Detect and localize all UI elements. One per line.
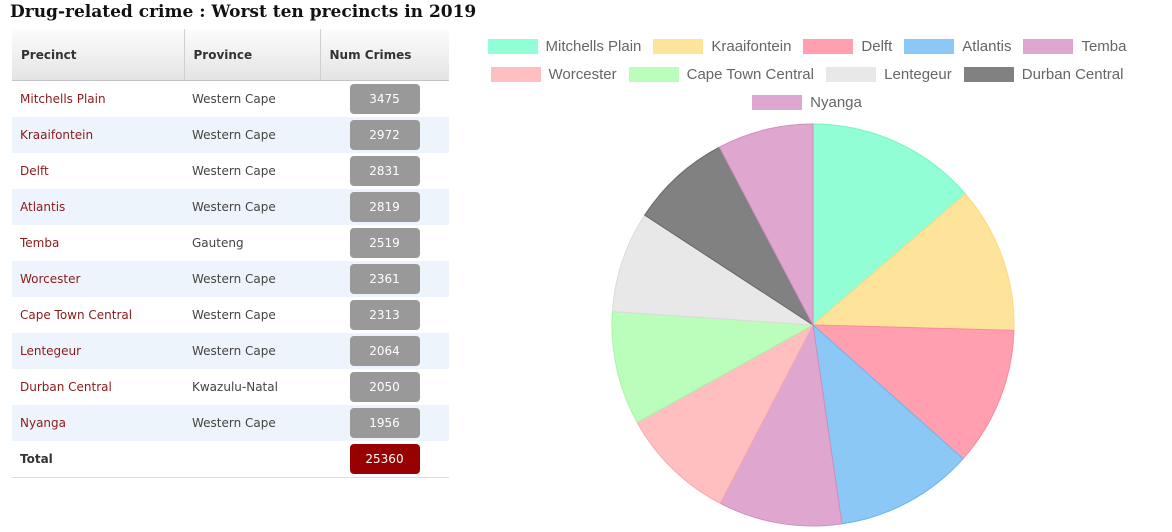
table-row: Worcester Western Cape 2361 — [12, 261, 449, 297]
precinct-cell: Worcester — [12, 261, 184, 297]
num-crimes-badge: 1956 — [349, 408, 420, 438]
province-cell: Kwazulu-Natal — [192, 380, 278, 394]
table-row: Mitchells Plain Western Cape 3475 — [12, 81, 449, 118]
num-crimes-badge: 2064 — [349, 336, 420, 366]
legend-label: Atlantis — [962, 38, 1012, 55]
precinct-cell: Nyanga — [12, 405, 184, 441]
table-row: Kraaifontein Western Cape 2972 — [12, 117, 449, 153]
table-row: Nyanga Western Cape 1956 — [12, 405, 449, 441]
num-crimes-cell: 2064 — [320, 333, 449, 369]
precinct-cell: Durban Central — [20, 380, 112, 394]
num-crimes-badge: 2819 — [349, 192, 420, 222]
precinct-cell: Mitchells Plain — [20, 92, 106, 106]
legend-label: Durban Central — [1021, 66, 1124, 83]
table-row: Lentegeur Western Cape 2064 — [12, 333, 449, 369]
column-header-province[interactable]: Province — [184, 29, 321, 81]
pie-slice[interactable] — [718, 123, 814, 326]
pie-slice[interactable] — [611, 214, 815, 326]
pie-slice[interactable] — [812, 323, 964, 525]
num-crimes-cell: 2050 — [320, 369, 449, 405]
table-row: Delft Western Cape 2831 — [12, 153, 449, 189]
legend-label: Kraaifontein — [711, 38, 792, 55]
page-title: Drug-related crime : Worst ten precincts… — [10, 2, 477, 22]
legend-swatch — [487, 39, 538, 54]
legend-swatch — [628, 67, 679, 82]
num-crimes-cell: 3475 — [320, 81, 449, 118]
total-badge: 25360 — [349, 444, 420, 474]
num-crimes-badge: 2313 — [349, 300, 420, 330]
num-crimes-badge: 2050 — [349, 372, 420, 402]
pie-slice[interactable] — [636, 323, 815, 504]
legend-swatch — [653, 39, 704, 54]
precinct-cell: Atlantis — [12, 189, 184, 225]
num-crimes-badge: 2972 — [349, 120, 420, 150]
province-cell: Gauteng — [192, 236, 244, 250]
legend-swatch — [1023, 39, 1074, 54]
precinct-cell: Delft — [20, 164, 49, 178]
table-row: Cape Town Central Western Cape 2313 — [12, 297, 449, 333]
num-crimes-cell: 2519 — [320, 225, 449, 261]
column-header-precinct[interactable]: Precinct — [12, 29, 185, 81]
total-label: Total — [12, 441, 184, 478]
legend-label: Delft — [861, 38, 893, 55]
pie-slice[interactable] — [811, 193, 1015, 331]
legend-label: Cape Town Central — [686, 66, 814, 83]
crime-table: Precinct Province Num Crimes Mitchells P… — [12, 29, 449, 478]
num-crimes-cell: 2819 — [320, 189, 449, 225]
province-cell: Western Cape — [192, 164, 276, 178]
total-row: Total 25360 — [12, 441, 449, 478]
province-cell: Western Cape — [184, 405, 320, 441]
num-crimes-badge: 3475 — [349, 84, 420, 114]
pie-slice[interactable] — [643, 146, 815, 327]
legend-label: Mitchells Plain — [545, 38, 642, 55]
precinct-cell: Cape Town Central — [20, 308, 133, 322]
num-crimes-cell: 2972 — [320, 117, 449, 153]
num-crimes-badge: 2361 — [349, 264, 420, 294]
num-crimes-cell: 1956 — [320, 405, 449, 441]
province-cell: Western Cape — [184, 117, 320, 153]
precinct-cell: Temba — [20, 236, 60, 250]
legend-swatch — [904, 39, 955, 54]
num-crimes-badge: 2519 — [349, 228, 420, 258]
legend-swatch — [963, 67, 1014, 82]
legend-swatch — [826, 67, 877, 82]
table-header-row: Precinct Province Num Crimes — [12, 29, 449, 81]
province-cell: Western Cape — [184, 261, 320, 297]
table-row: Durban Central Kwazulu-Natal 2050 — [12, 369, 449, 405]
total-cell: 25360 — [320, 441, 449, 478]
column-header-num-crimes[interactable]: Num Crimes — [320, 29, 449, 81]
precinct-cell: Kraaifontein — [12, 117, 184, 153]
legend-label: Worcester — [548, 66, 617, 83]
num-crimes-cell: 2361 — [320, 261, 449, 297]
legend-label: Temba — [1081, 38, 1127, 55]
total-empty-cell — [184, 441, 320, 478]
num-crimes-cell: 2313 — [320, 297, 449, 333]
pie-slice[interactable] — [811, 324, 1015, 460]
pie-slice[interactable] — [719, 323, 843, 527]
legend-label: Lentegeur — [884, 66, 952, 83]
legend-swatch — [752, 95, 803, 110]
num-crimes-cell: 2831 — [320, 153, 449, 189]
province-cell: Western Cape — [184, 333, 320, 369]
legend-swatch — [803, 39, 854, 54]
province-cell: Western Cape — [192, 308, 276, 322]
province-cell: Western Cape — [184, 189, 320, 225]
num-crimes-badge: 2831 — [349, 156, 420, 186]
table-row: Temba Gauteng 2519 — [12, 225, 449, 261]
legend-label: Nyanga — [810, 94, 862, 111]
pie-slice[interactable] — [611, 311, 815, 424]
province-cell: Western Cape — [192, 92, 276, 106]
table-row: Atlantis Western Cape 2819 — [12, 189, 449, 225]
legend-swatch — [490, 67, 541, 82]
precinct-cell: Lentegeur — [12, 333, 184, 369]
pie-slice[interactable] — [812, 123, 967, 327]
